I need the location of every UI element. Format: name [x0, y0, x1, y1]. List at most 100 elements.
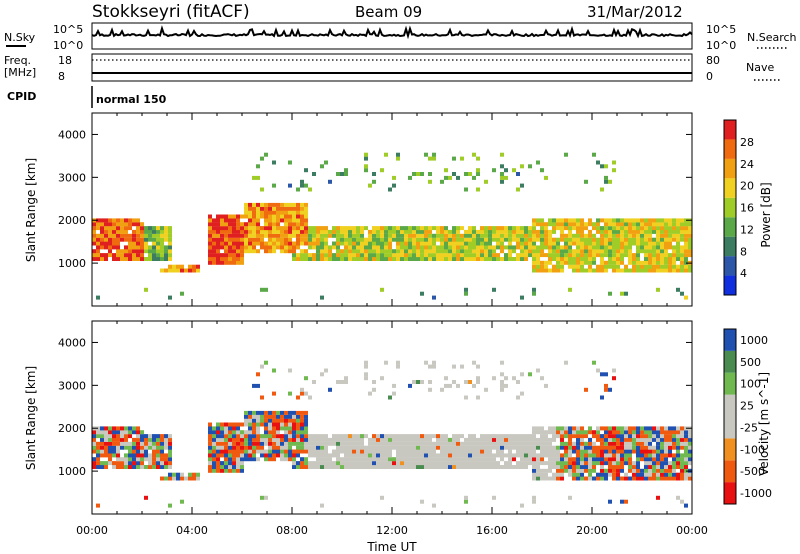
velocity-cell [588, 465, 592, 469]
velocity-cell [428, 453, 432, 458]
velocity-cell [120, 445, 124, 450]
velocity-cell [228, 430, 232, 435]
power-cell [616, 264, 620, 269]
power-cell [312, 245, 316, 250]
power-heatmap [92, 152, 692, 300]
power-cell [636, 226, 640, 231]
power-cell [560, 222, 564, 227]
velocity-cell [328, 457, 332, 462]
velocity-cell [280, 453, 284, 458]
power-cell [516, 187, 520, 192]
velocity-cell [648, 445, 652, 450]
velocity-cell [424, 461, 428, 466]
velocity-cell [600, 472, 604, 477]
power-cell [512, 249, 516, 254]
power-cell [668, 226, 672, 231]
velocity-cell [644, 476, 648, 481]
power-cell [316, 245, 320, 250]
power-cell [164, 233, 168, 238]
velocity-cell [444, 461, 448, 466]
power-cell [220, 253, 224, 258]
velocity-cell [164, 453, 168, 458]
power-cell [680, 291, 684, 296]
velocity-cell [484, 387, 488, 392]
velocity-cell [544, 437, 548, 442]
power-cell [196, 268, 200, 273]
velocity-cell [316, 437, 320, 442]
velocity-cell [636, 430, 640, 435]
velocity-cell [636, 465, 640, 469]
velocity-cell [484, 461, 488, 466]
velocity-cell [212, 434, 216, 439]
velocity-cell [584, 476, 588, 481]
velocity-cell [464, 437, 468, 442]
power-cell [220, 237, 224, 242]
power-cell [160, 249, 164, 254]
power-cell [92, 222, 96, 227]
power-cell [664, 241, 668, 246]
velocity-cell [352, 453, 356, 458]
velocity-cell [484, 457, 488, 462]
power-cell [528, 245, 532, 250]
freq-label: Freq. [4, 54, 31, 67]
power-cell [556, 237, 560, 242]
power-cell [356, 245, 360, 250]
power-cell [340, 226, 344, 231]
velocity-cell [668, 441, 672, 446]
velocity-cell [160, 457, 164, 462]
power-cell [280, 245, 284, 250]
velocity-cell [388, 449, 392, 454]
power-cell [616, 253, 620, 258]
velocity-cell [396, 457, 400, 462]
velocity-cell [156, 434, 160, 439]
power-cell [644, 229, 648, 234]
power-cell [608, 218, 612, 223]
power-cell [92, 229, 96, 234]
velocity-cell [524, 441, 528, 446]
power-cell [676, 249, 680, 254]
power-cell [208, 229, 212, 234]
velocity-cell [264, 434, 268, 439]
power-cell [644, 237, 648, 242]
power-cell [228, 249, 232, 254]
velocity-cell [344, 380, 348, 384]
power-cell [420, 257, 424, 261]
velocity-cell [108, 461, 112, 466]
velocity-cell [668, 430, 672, 435]
velocity-cell [464, 461, 468, 466]
velocity-cell [296, 449, 300, 454]
velocity-cell [600, 372, 604, 377]
velocity-cell [608, 387, 612, 392]
velocity-cell [352, 445, 356, 450]
power-cell [424, 257, 428, 261]
velocity-cell [676, 457, 680, 462]
velocity-cell [160, 465, 164, 469]
power-cell [296, 233, 300, 238]
power-cell [600, 218, 604, 223]
velocity-cell [192, 476, 196, 481]
velocity-cell [396, 434, 400, 439]
velocity-cell [500, 383, 504, 388]
velocity-cell [372, 445, 376, 450]
velocity-cell [168, 441, 172, 446]
velocity-cell [432, 441, 436, 446]
velocity-cell [508, 465, 512, 469]
power-cell [604, 222, 608, 227]
power-cell [272, 183, 276, 188]
velocity-cell [544, 430, 548, 435]
velocity-cell [208, 453, 212, 458]
velocity-cell [104, 437, 108, 442]
velocity-cell [380, 437, 384, 442]
power-cell [284, 245, 288, 250]
power-cell [444, 168, 448, 173]
velocity-cell [592, 465, 596, 469]
power-cell [652, 257, 656, 261]
power-cell [328, 245, 332, 250]
power-cell [112, 253, 116, 258]
velocity-cell [624, 449, 628, 454]
velocity-cell [440, 441, 444, 446]
velocity-cell [580, 465, 584, 469]
velocity-cell [244, 414, 248, 419]
velocity-cell [352, 465, 356, 469]
colorbar-segment [724, 438, 736, 461]
